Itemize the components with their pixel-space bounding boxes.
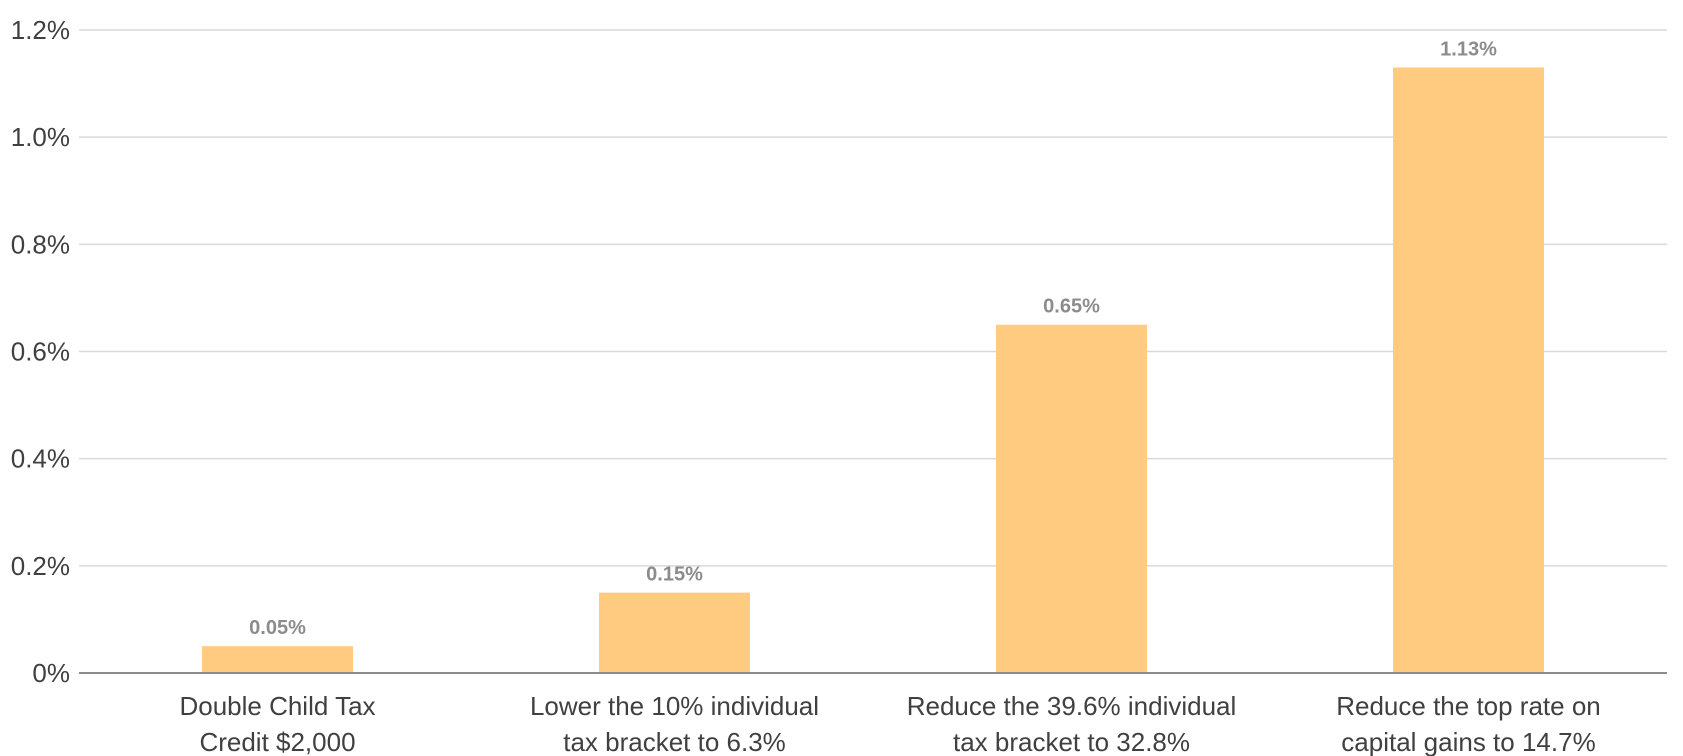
data-label: 0.05%: [249, 617, 306, 639]
x-axis-category-labels: Double Child Tax Credit $2,000 Lower the 1…: [179, 691, 1600, 756]
y-axis-tick-labels: 0% 0.2% 0.4% 0.6% 0.8% 1.0% 1.2%: [11, 15, 70, 688]
bars: [202, 67, 1544, 674]
y-tick-label: 0.6%: [11, 337, 70, 367]
y-tick-label: 0.4%: [11, 444, 70, 474]
y-tick-label: 0.2%: [11, 551, 70, 581]
y-tick-label: 0.8%: [11, 229, 70, 259]
y-tick-label: 1.2%: [11, 15, 70, 45]
data-label: 1.13%: [1440, 39, 1497, 61]
category-label: Reduce the 39.6% individual tax bracket t…: [907, 691, 1237, 756]
category-label: Lower the 10% individual tax bracket to 6…: [530, 691, 819, 756]
data-labels: 0.05% 0.15% 0.65% 1.13%: [249, 39, 1497, 640]
y-tick-label: 0%: [32, 658, 70, 688]
y-tick-label: 1.0%: [11, 122, 70, 152]
category-label: Double Child Tax Credit $2,000: [179, 691, 375, 756]
data-label: 0.65%: [1043, 296, 1100, 318]
bar: [1393, 67, 1544, 674]
category-label: Reduce the top rate on capital gains to 1…: [1336, 691, 1601, 756]
bar: [599, 592, 750, 673]
bar: [996, 324, 1147, 673]
bar: [202, 646, 353, 673]
data-label: 0.15%: [646, 564, 703, 586]
